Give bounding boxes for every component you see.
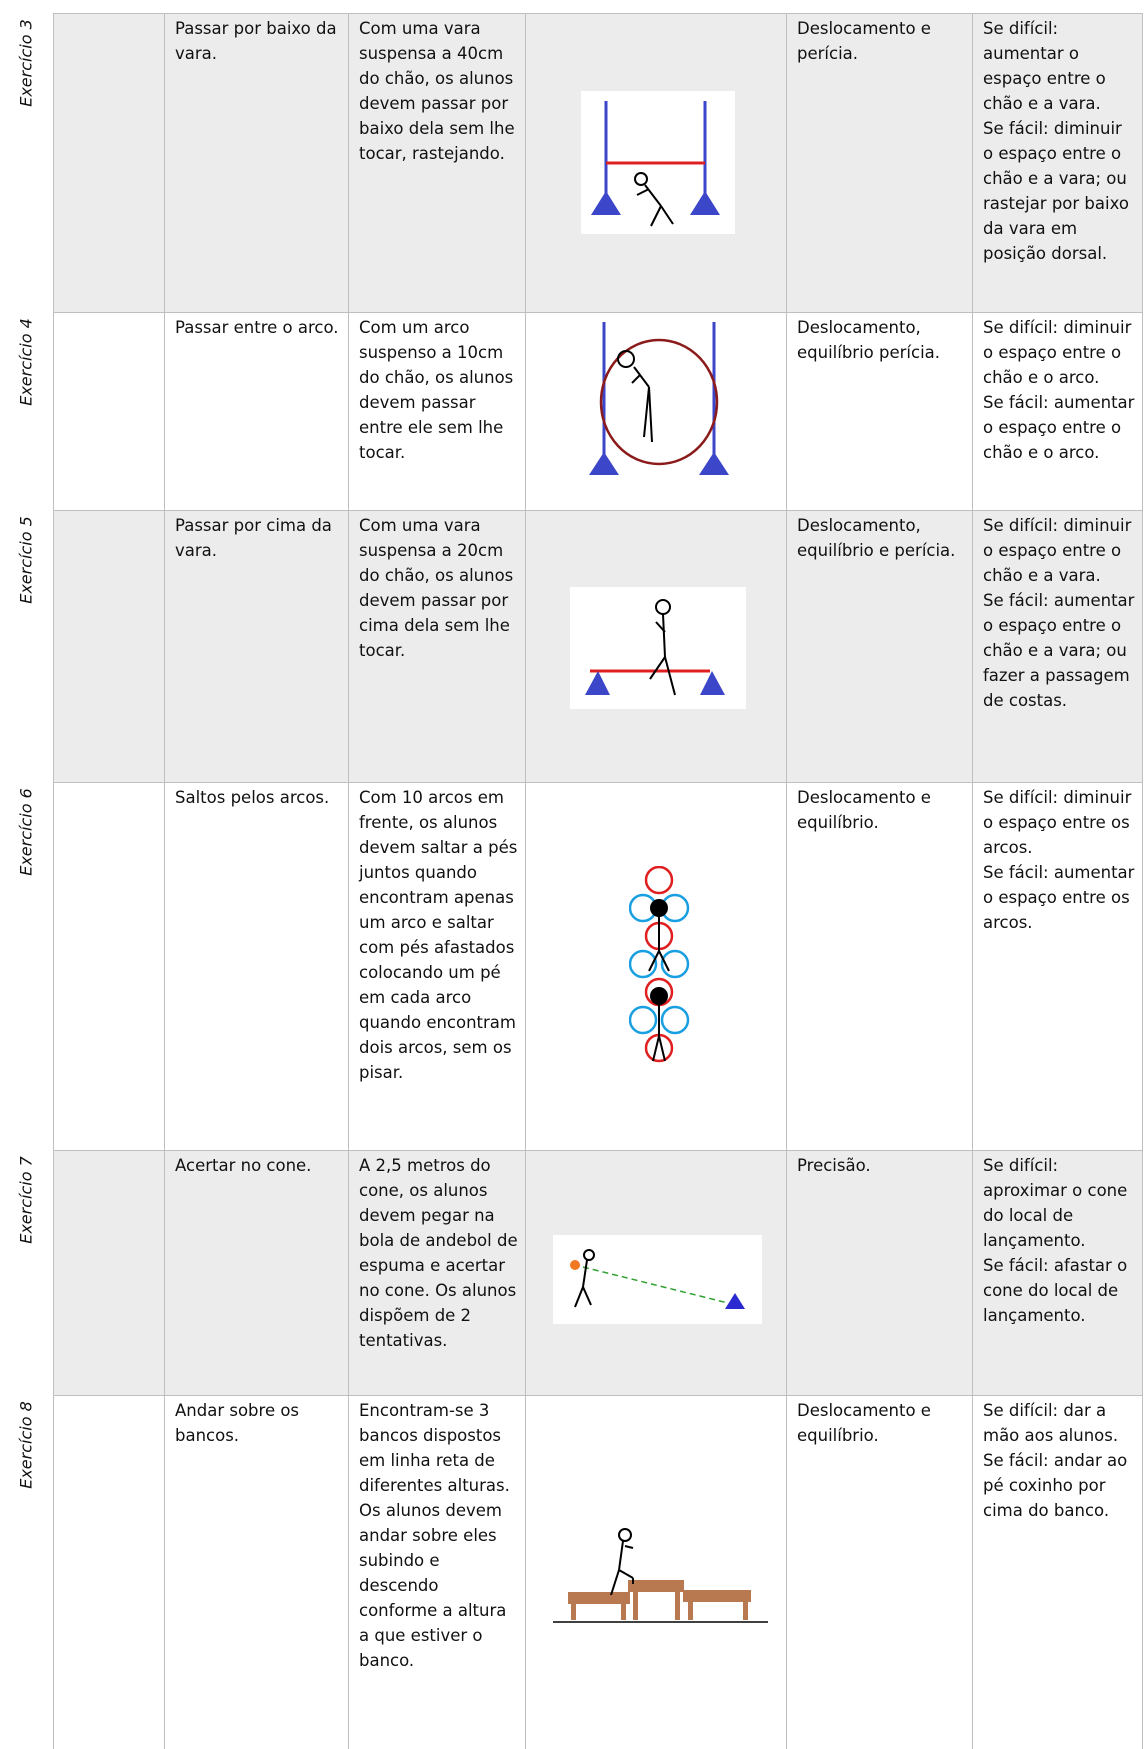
grid-line — [53, 13, 1143, 14]
illustration — [570, 587, 746, 709]
table-cell: Passar por baixo da vara. — [164, 13, 348, 312]
table-cell: Andar sobre os bancos. — [164, 1395, 348, 1749]
table-row: Saltos pelos arcos. Com 10 arcos em frent… — [53, 782, 1143, 1150]
illustration — [553, 1235, 762, 1324]
illustration — [629, 866, 690, 1063]
variant-text: Se fácil: aumentar o espaço entre o chão… — [983, 591, 1135, 710]
table-cell: Se difícil: dar a mão aos alunos. Se fáci… — [972, 1395, 1143, 1749]
table-cell: Saltos pelos arcos. — [164, 782, 348, 1150]
variant-text: Se fácil: afastar o cone do local de lan… — [983, 1256, 1128, 1325]
table-cell: Encontram-se 3 bancos dispostos em linha… — [348, 1395, 525, 1749]
table-cell — [53, 1150, 164, 1395]
variant-text: Se fácil: aumentar o espaço entre os arc… — [983, 863, 1135, 932]
table-cell: Deslocamento, equilíbrio e perícia. — [786, 510, 972, 782]
row-label-text: Exercício 6 — [16, 788, 36, 876]
table-cell: Se difícil: aumentar o espaço entre o ch… — [972, 13, 1143, 312]
grid-line — [53, 312, 1143, 313]
table-cell: Precisão. — [786, 1150, 972, 1395]
variant-text: Se difícil: dar a mão aos alunos. — [983, 1401, 1119, 1445]
table-cell: Passar por cima da vara. — [164, 510, 348, 782]
table-cell: Com uma vara suspensa a 20cm do chão, os… — [348, 510, 525, 782]
table-cell: Deslocamento e equilíbrio. — [786, 782, 972, 1150]
table-cell: Acertar no cone. — [164, 1150, 348, 1395]
illustration — [553, 1528, 768, 1623]
table-cell: Com 10 arcos em frente, os alunos devem … — [348, 782, 525, 1150]
row-label: Exercício 6 — [0, 782, 53, 1150]
table-cell — [525, 782, 786, 1150]
table-cell: Passar entre o arco. — [164, 312, 348, 510]
illustration — [581, 91, 735, 234]
illustration — [589, 322, 729, 475]
variant-text: Se fácil: diminuir o espaço entre o chão… — [983, 119, 1129, 263]
grid-line — [53, 1150, 1143, 1151]
table-cell: Se difícil: diminuir o espaço entre o ch… — [972, 312, 1143, 510]
variant-text: Se fácil: andar ao pé coxinho por cima d… — [983, 1451, 1128, 1520]
table-cell — [53, 13, 164, 312]
table-cell: Com uma vara suspensa a 40cm do chão, os… — [348, 13, 525, 312]
table-cell: Deslocamento e perícia. — [786, 13, 972, 312]
table-row: Passar entre o arco. Com um arco suspenso… — [53, 312, 1143, 510]
table-cell: Com um arco suspenso a 10cm do chão, os … — [348, 312, 525, 510]
table-cell: Deslocamento e equilíbrio. — [786, 1395, 972, 1749]
variant-text: Se difícil: diminuir o espaço entre o ch… — [983, 318, 1132, 387]
table-cell — [525, 1150, 786, 1395]
row-label-text: Exercício 8 — [16, 1401, 36, 1489]
variant-text: Se difícil: diminuir o espaço entre os a… — [983, 788, 1132, 857]
table-cell — [525, 13, 786, 312]
row-label: Exercício 5 — [0, 510, 53, 782]
row-label: Exercício 7 — [0, 1150, 53, 1395]
table-cell — [53, 782, 164, 1150]
grid-line — [53, 1395, 1143, 1396]
table-cell: Deslocamento, equilíbrio perícia. — [786, 312, 972, 510]
table-cell — [53, 1395, 164, 1749]
table-row: Passar por baixo da vara. Com uma vara su… — [53, 13, 1143, 312]
row-label-text: Exercício 4 — [16, 318, 36, 406]
table-cell — [525, 312, 786, 510]
grid-line — [53, 510, 1143, 511]
table-cell: Se difícil: diminuir o espaço entre os a… — [972, 782, 1143, 1150]
row-label: Exercício 4 — [0, 312, 53, 510]
row-label: Exercício 3 — [0, 13, 53, 312]
row-label-text: Exercício 3 — [16, 19, 36, 107]
variant-text: Se difícil: aumentar o espaço entre o ch… — [983, 19, 1106, 113]
table-cell — [525, 510, 786, 782]
table-cell: A 2,5 metros do cone, os alunos devem pe… — [348, 1150, 525, 1395]
variant-text: Se difícil: aproximar o cone do local de… — [983, 1156, 1128, 1250]
table-cell — [53, 510, 164, 782]
variant-text: Se difícil: diminuir o espaço entre o ch… — [983, 516, 1132, 585]
grid-line — [53, 782, 1143, 783]
row-label: Exercício 8 — [0, 1395, 53, 1749]
row-label-text: Exercício 7 — [16, 1156, 36, 1244]
variant-text: Se fácil: aumentar o espaço entre o chão… — [983, 393, 1135, 462]
table-cell — [525, 1395, 786, 1749]
row-label-text: Exercício 5 — [16, 516, 36, 604]
table-cell: Se difícil: aproximar o cone do local de… — [972, 1150, 1143, 1395]
table-cell: Se difícil: diminuir o espaço entre o ch… — [972, 510, 1143, 782]
table-cell — [53, 312, 164, 510]
table-row: Andar sobre os bancos. Encontram-se 3 ban… — [53, 1395, 1143, 1749]
